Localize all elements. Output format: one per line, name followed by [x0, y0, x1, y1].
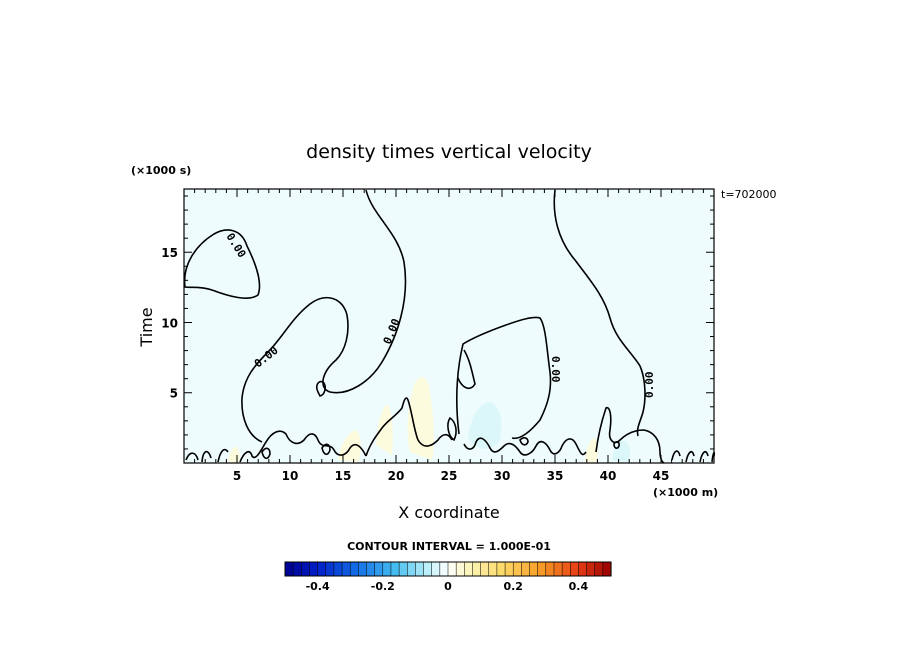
negative-patch	[468, 402, 502, 449]
contour-line	[185, 430, 367, 463]
contour-label: 0.00	[549, 356, 562, 383]
colorbar-cell	[366, 561, 376, 577]
contour-label: 0.00	[643, 372, 656, 399]
colorbar-cell	[561, 561, 571, 577]
contour-line	[365, 397, 453, 457]
colorbar-cell	[358, 561, 368, 577]
colorbar-cell	[439, 561, 449, 577]
colorbar-cell	[480, 561, 490, 577]
colorbar-cell	[512, 561, 522, 577]
colorbar-cell	[341, 561, 351, 577]
x-tick-label: 10	[282, 469, 299, 483]
shaded-patches	[228, 376, 631, 463]
colorbar-cell	[374, 561, 384, 577]
y-tick-label: 10	[161, 316, 178, 330]
colorbar	[284, 561, 612, 577]
contour-line	[241, 189, 407, 443]
colorbar-cell	[284, 561, 294, 577]
colorbar-cell	[553, 561, 563, 577]
x-tick-label: 45	[653, 469, 670, 483]
x-tick-label: 35	[547, 469, 564, 483]
colorbar-cell	[407, 561, 416, 577]
colorbar-cell	[472, 561, 482, 577]
colorbar-tick-label: -0.4	[306, 580, 330, 593]
positive-patch	[376, 404, 393, 455]
contour-line	[613, 441, 620, 449]
colorbar-cell	[431, 561, 441, 577]
colorbar-cell	[586, 561, 596, 577]
colorbar-cell	[570, 561, 579, 577]
x-axis: 5 10 15 20 25 30 35 40 45	[233, 469, 670, 483]
contour-line	[456, 316, 552, 440]
colorbar-cell	[415, 561, 425, 577]
colorbar-tick-label: -0.2	[371, 580, 395, 593]
contour-line	[261, 447, 271, 460]
colorbar-tick-label: 0	[444, 580, 452, 593]
x-tick-label: 30	[494, 469, 511, 483]
colorbar-cell	[504, 561, 514, 577]
x-unit-label: (×1000 m)	[653, 486, 718, 499]
contour-interval: CONTOUR INTERVAL = 1.000E-01	[347, 540, 551, 553]
colorbar-cell	[349, 561, 359, 577]
colorbar-cell	[398, 561, 408, 577]
contour-line	[671, 450, 716, 463]
colorbar-cell	[382, 561, 392, 577]
x-tick-label: 5	[233, 469, 241, 483]
negative-patch	[612, 440, 631, 462]
colorbar-cell	[447, 561, 457, 577]
colorbar-cell	[521, 561, 531, 577]
colorbar-cell	[390, 561, 400, 577]
colorbar-cell	[455, 561, 465, 577]
colorbar-cell	[423, 561, 433, 577]
colorbar-cell	[578, 561, 588, 577]
zero-contours	[183, 189, 716, 464]
colorbar-cell	[594, 561, 604, 577]
contour-line	[553, 189, 646, 437]
colorbar-tick-label: 0.4	[569, 580, 589, 593]
x-tick-label: 15	[335, 469, 352, 483]
contour-line	[321, 443, 331, 456]
colorbar-cell	[292, 561, 302, 577]
field-background	[184, 189, 714, 463]
colorbar-frame	[284, 561, 612, 577]
contour-line	[519, 437, 529, 446]
y-unit-label: (×1000 s)	[131, 164, 191, 177]
colorbar-cell	[333, 561, 343, 577]
minor-ticks	[184, 189, 714, 463]
y-tick-label: 15	[161, 246, 178, 260]
chart-title: density times vertical velocity	[306, 141, 592, 163]
contour-line	[316, 380, 326, 397]
colorbar-cell	[545, 561, 555, 577]
colorbar-cell	[602, 561, 612, 577]
x-tick-label: 20	[388, 469, 405, 483]
colorbar-cell	[309, 561, 319, 577]
colorbar-cell	[464, 561, 473, 577]
y-axis-title: Time	[137, 307, 156, 347]
contour-line	[447, 416, 457, 442]
colorbar-cell	[529, 561, 539, 577]
x-tick-label: 40	[600, 469, 617, 483]
colorbar-cell	[496, 561, 506, 577]
colorbar-cell	[301, 561, 310, 577]
x-tick-label: 25	[441, 469, 458, 483]
colorbar-tick-label: 0.2	[503, 580, 523, 593]
colorbar-cell	[488, 561, 498, 577]
colorbar-cell	[537, 561, 547, 577]
contour-line	[463, 437, 587, 456]
contour-line	[183, 229, 261, 299]
colorbar-cell	[325, 561, 335, 577]
positive-patch	[585, 438, 598, 463]
time-stamp: t=702000	[721, 188, 777, 201]
x-axis-title: X coordinate	[398, 503, 499, 522]
contour-line	[595, 406, 665, 464]
y-tick-label: 5	[170, 387, 178, 401]
contour-line	[457, 349, 476, 390]
colorbar-cell	[317, 561, 327, 577]
colorbar-labels: -0.4 -0.2 0 0.2 0.4	[306, 580, 589, 593]
plot-area: 0.00 0.00 0.00 0.00 0.00 5 10 15 20 25 30 35 40…	[161, 188, 716, 483]
positive-patch	[407, 376, 434, 460]
y-axis: 5 10 15	[161, 246, 178, 401]
